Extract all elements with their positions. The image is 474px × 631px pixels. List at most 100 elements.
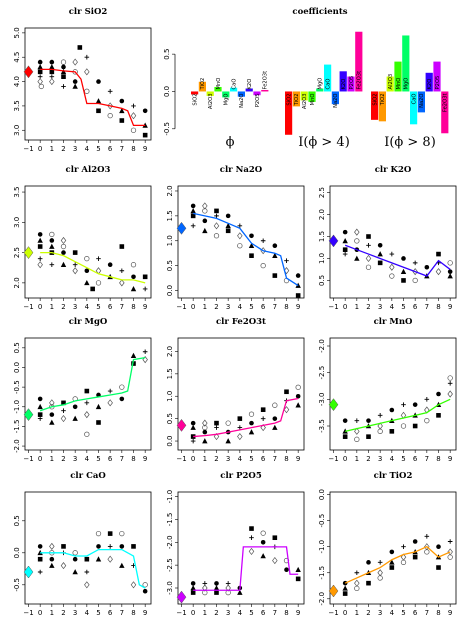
data-point xyxy=(202,208,208,214)
panel-title: clr MgO xyxy=(69,317,108,327)
y-tick-label: -1.5 xyxy=(166,513,174,527)
x-tick-label: 3 xyxy=(73,303,77,311)
data-point xyxy=(49,238,55,243)
coef-bar xyxy=(198,81,206,92)
bar-label: CaO xyxy=(231,79,237,90)
bar-label: Fe2O3t xyxy=(357,71,363,90)
data-point xyxy=(37,256,43,261)
data-point xyxy=(225,222,231,229)
x-tick-label: 2 xyxy=(61,455,65,463)
x-tick-label: 1 xyxy=(203,609,207,617)
data-point xyxy=(37,403,43,410)
data-point xyxy=(37,549,43,556)
data-point xyxy=(190,424,196,430)
bar-label: P2O5 xyxy=(349,76,355,90)
bar-label: P2O5 xyxy=(435,76,441,90)
bar-label: TiO2 xyxy=(380,93,386,106)
data-point xyxy=(342,251,348,257)
data-point xyxy=(107,113,113,119)
data-point xyxy=(37,69,43,75)
data-point xyxy=(377,260,383,266)
data-point xyxy=(49,77,55,86)
coef-bar xyxy=(378,91,386,122)
data-point xyxy=(95,556,102,562)
x-tick-label: −1 xyxy=(23,303,33,311)
data-point xyxy=(354,228,360,236)
bar-label: SiO2 xyxy=(286,93,292,105)
bar-label: Al2O3 xyxy=(302,93,308,109)
x-tick-label: 7 xyxy=(120,303,124,311)
data-point xyxy=(84,431,90,437)
data-point xyxy=(142,132,148,138)
fitted-line xyxy=(344,244,451,277)
x-tick-label: 8 xyxy=(284,303,288,311)
data-point xyxy=(389,549,395,555)
y-tick-label: 0.5 xyxy=(13,515,21,526)
data-point xyxy=(49,419,55,425)
data-point xyxy=(131,544,136,549)
data-point xyxy=(401,256,406,261)
plot-frame xyxy=(177,185,305,299)
x-tick-label: 7 xyxy=(120,145,124,153)
data-point xyxy=(435,268,442,276)
panel-title: clr K2O xyxy=(375,165,412,175)
y-tick-label: 2.0 xyxy=(166,185,174,196)
x-tick-label: 1 xyxy=(50,455,54,463)
start-marker xyxy=(328,234,339,248)
x-tick-label: 1 xyxy=(355,303,359,311)
data-point xyxy=(237,416,243,421)
bar-label: CaO xyxy=(411,93,417,104)
data-point xyxy=(49,542,55,550)
x-tick-label: 3 xyxy=(73,609,77,617)
y-tick-label: 0.0 xyxy=(166,435,174,446)
data-point xyxy=(389,429,395,434)
data-point xyxy=(354,570,360,576)
x-tick-label: 2 xyxy=(366,455,370,463)
data-point xyxy=(60,414,67,423)
data-point xyxy=(61,250,66,255)
coef-bar xyxy=(214,86,222,92)
data-point xyxy=(412,260,418,266)
group-label: I(ϕ > 8) xyxy=(384,135,436,150)
data-point xyxy=(131,361,136,366)
x-tick-label: 8 xyxy=(131,455,135,463)
data-point xyxy=(84,400,90,406)
x-tick-label: −1 xyxy=(23,609,33,617)
x-tick-label: 6 xyxy=(261,609,266,617)
data-point xyxy=(447,390,453,398)
y-tick-label: 2.5 xyxy=(318,187,326,198)
data-point xyxy=(342,585,348,591)
x-tick-label: 1 xyxy=(50,303,54,311)
x-tick-label: 0 xyxy=(191,303,195,311)
data-point xyxy=(225,584,231,592)
data-point xyxy=(190,203,196,209)
data-point xyxy=(84,411,90,419)
x-tick-label: 6 xyxy=(413,455,418,463)
data-point xyxy=(107,555,113,563)
coef-bar xyxy=(230,87,238,92)
data-point xyxy=(142,108,148,114)
data-point xyxy=(202,227,208,234)
data-point xyxy=(237,232,243,240)
data-point xyxy=(49,412,55,417)
bar-label: MnO xyxy=(216,78,222,90)
group-label: I(ϕ > 4) xyxy=(298,135,350,150)
data-point xyxy=(225,213,231,219)
data-point xyxy=(96,544,101,549)
x-tick-label: 7 xyxy=(273,455,277,463)
bar-label: Fe2O3t xyxy=(443,93,449,112)
data-point xyxy=(202,202,208,210)
data-point xyxy=(95,530,102,537)
data-point xyxy=(96,420,101,425)
data-point xyxy=(38,83,44,90)
x-tick-label: 6 xyxy=(413,609,418,617)
data-point xyxy=(37,261,43,269)
coef-bar xyxy=(245,88,253,92)
fitted-line xyxy=(344,545,451,584)
data-point xyxy=(61,400,66,406)
x-tick-label: 8 xyxy=(131,303,135,311)
data-point xyxy=(202,429,208,435)
data-point xyxy=(49,399,55,407)
x-tick-label: −1 xyxy=(176,303,186,311)
data-point xyxy=(60,236,67,245)
